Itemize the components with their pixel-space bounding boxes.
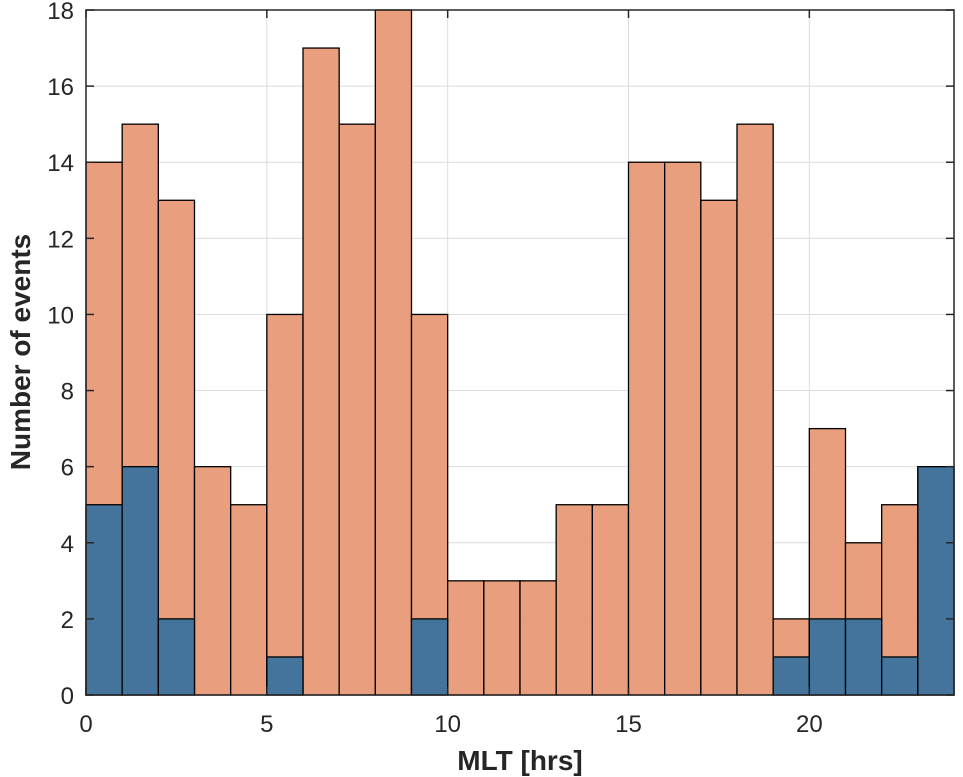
x-tick-label: 5 (260, 711, 273, 738)
y-tick-label: 2 (61, 607, 74, 634)
x-tick-label: 15 (615, 711, 642, 738)
x-tick-label: 20 (796, 711, 823, 738)
y-tick-label: 8 (61, 379, 74, 406)
orange-bar (700, 199, 738, 696)
y-tick-label: 4 (61, 531, 74, 558)
blue-bar (844, 618, 883, 696)
orange-bar (627, 161, 666, 696)
orange-bar (591, 504, 630, 696)
orange-bar (266, 313, 304, 696)
orange-bar (555, 504, 593, 696)
blue-bar (85, 504, 123, 696)
blue-bar (157, 618, 196, 696)
y-tick-label: 16 (47, 74, 74, 101)
orange-bar (230, 504, 268, 696)
x-tick-label: 10 (434, 711, 461, 738)
bars-orange-series (85, 9, 955, 696)
blue-bar (808, 618, 847, 696)
blue-bar (881, 656, 919, 696)
y-tick-label: 18 (47, 0, 74, 25)
blue-bar (410, 618, 449, 696)
axis-ticks (85, 9, 954, 696)
x-tick-label: 0 (79, 711, 92, 738)
y-tick-label: 14 (47, 150, 74, 177)
y-axis-title: Number of events (5, 234, 36, 471)
orange-bar (664, 161, 702, 696)
blue-bar (917, 466, 955, 696)
orange-bar (447, 580, 485, 696)
plot-frame (85, 9, 955, 696)
x-axis-title: MLT [hrs] (457, 745, 582, 776)
y-tick-labels: 0 2 4 6 8 10 12 14 16 18 (47, 0, 74, 710)
orange-bar (302, 47, 340, 696)
y-tick-label: 10 (47, 302, 74, 329)
orange-bar (519, 580, 557, 696)
blue-bar (266, 656, 304, 696)
x-tick-labels: 0 5 10 15 20 (79, 711, 822, 738)
y-tick-label: 6 (61, 455, 74, 482)
orange-bar (374, 9, 413, 696)
orange-bar (483, 580, 521, 696)
blue-bar (121, 466, 159, 696)
y-tick-label: 0 (61, 683, 74, 710)
orange-bar (736, 123, 774, 696)
orange-bar (157, 199, 196, 696)
orange-bar (338, 123, 376, 696)
blue-bar (772, 656, 810, 696)
orange-bar (193, 466, 232, 696)
y-tick-label: 12 (47, 226, 74, 253)
